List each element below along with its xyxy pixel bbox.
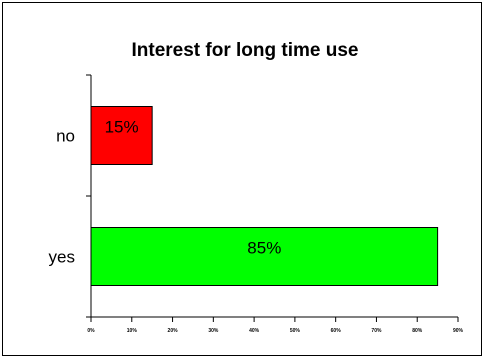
category-label: no [56, 127, 75, 146]
data-label: 15% [105, 118, 139, 137]
x-tick-label: 30% [208, 328, 219, 334]
data-label: 85% [247, 239, 281, 258]
x-tick-label: 60% [331, 328, 342, 334]
plot-area: 0% 10% 20% 30% 40% 50% 60% 70% 80% 90% no 15% yes 85% [49, 74, 464, 334]
x-tick-label: 20% [168, 328, 179, 334]
x-tick-label: 90% [453, 328, 464, 334]
x-tick-label: 80% [412, 328, 423, 334]
bar-no [90, 106, 153, 165]
x-tick-label: 40% [249, 328, 260, 334]
chart-title: Interest for long time use [132, 40, 359, 61]
x-tick-label: 0% [87, 328, 95, 334]
x-tick-label: 10% [127, 328, 138, 334]
bar-yes [90, 227, 439, 286]
category-label: yes [49, 248, 75, 267]
chart-frame [2, 2, 482, 356]
x-tick-label: 70% [371, 328, 382, 334]
x-tick-label: 50% [290, 328, 301, 334]
